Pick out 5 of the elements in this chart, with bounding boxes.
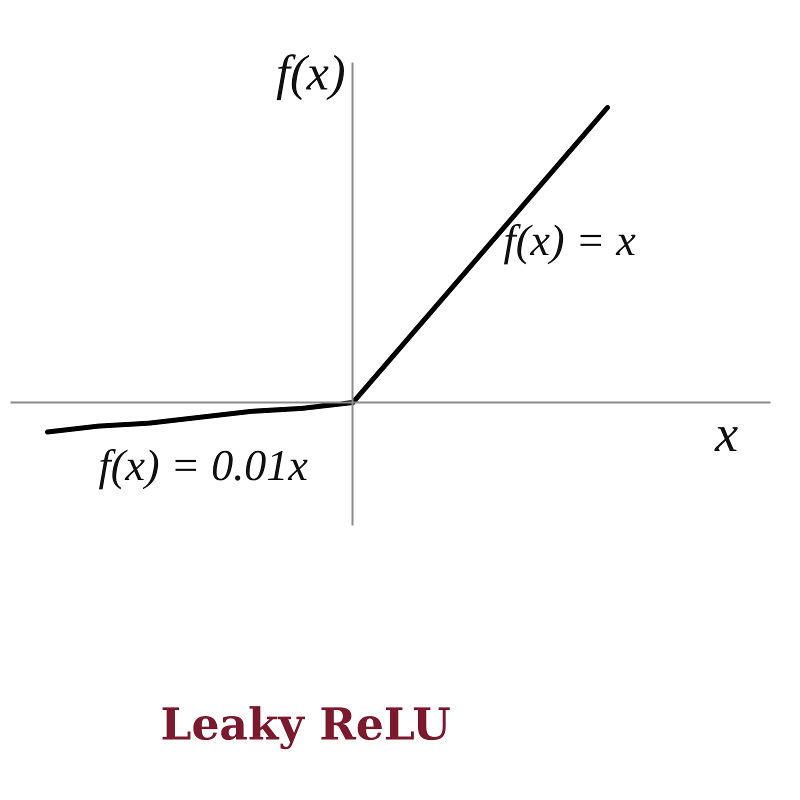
x-axis-title: x xyxy=(714,406,738,463)
text: f(x) = 0.01x xyxy=(98,441,308,490)
y-axis-title: f(x) xyxy=(276,44,346,100)
annotation: f(x) = x xyxy=(504,216,636,265)
text: Leaky ReLU xyxy=(160,700,451,750)
